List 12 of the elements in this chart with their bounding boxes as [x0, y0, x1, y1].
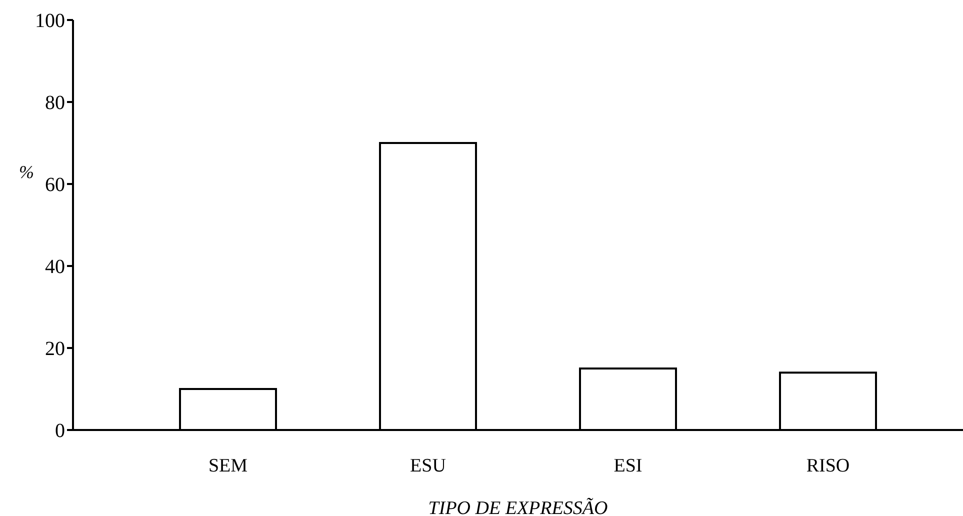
- y-tick-label: 20: [45, 338, 65, 360]
- x-axis-title: TIPO DE EXPRESSÃO: [428, 497, 608, 516]
- y-tick-label: 0: [55, 420, 65, 442]
- x-tick-label: SEM: [208, 455, 248, 476]
- y-tick-label: 80: [45, 92, 65, 114]
- x-tick-label: ESU: [410, 455, 446, 476]
- x-tick-label: RISO: [806, 455, 850, 476]
- y-tick-label: 40: [45, 256, 65, 278]
- y-tick-label: 100: [35, 10, 65, 32]
- x-tick-label: ESI: [614, 455, 642, 476]
- y-axis-title: %: [19, 162, 34, 182]
- y-tick-label: 60: [45, 174, 65, 196]
